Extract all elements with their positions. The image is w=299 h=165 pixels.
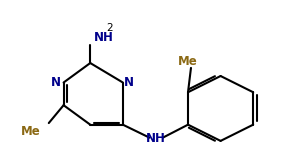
Text: NH: NH xyxy=(146,132,165,145)
Text: Me: Me xyxy=(21,125,41,138)
Text: N: N xyxy=(51,76,61,89)
Text: N: N xyxy=(124,76,134,89)
Text: NH: NH xyxy=(94,31,114,44)
Text: Me: Me xyxy=(178,55,198,68)
Text: 2: 2 xyxy=(106,23,113,33)
